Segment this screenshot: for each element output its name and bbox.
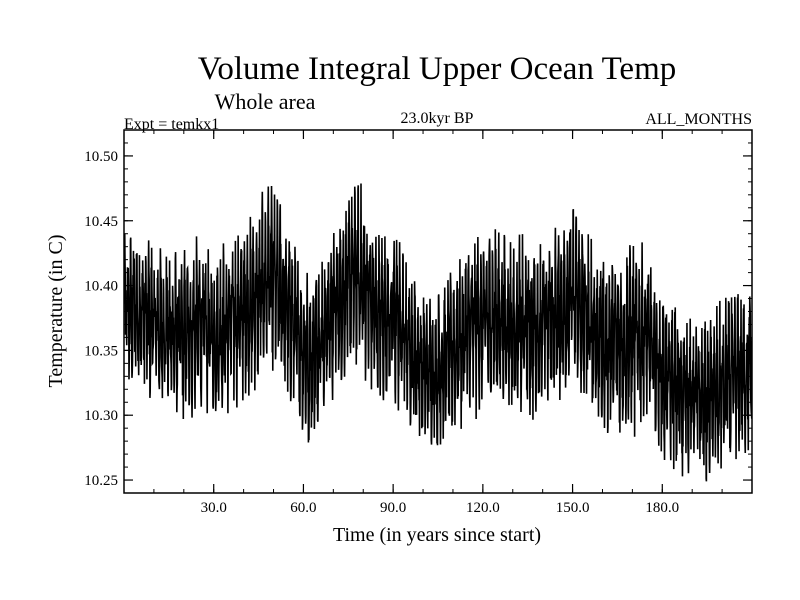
chart-subtitle: Whole area [215,89,316,114]
y-tick-label: 10.35 [84,343,118,359]
months-label: ALL_MONTHS [645,111,752,128]
x-axis: 30.0 60.0 90.0 120.0 150.0 180.0 [153,130,723,516]
y-tick-label: 10.25 [84,473,118,489]
y-axis: 10.25 10.30 10.35 10.40 10.45 10.50 [84,142,752,489]
x-tick-label: 90.0 [380,500,406,516]
y-tick-label: 10.40 [84,279,118,295]
y-tick-label: 10.30 [84,408,118,424]
plot-area [123,129,753,494]
x-tick-label: 60.0 [290,500,316,516]
x-tick-label: 150.0 [556,500,590,516]
x-axis-label: Time (in years since start) [333,524,541,546]
y-tick-label: 10.45 [84,214,118,230]
chart-title: Volume Integral Upper Ocean Temp [198,51,676,87]
y-axis-label: Temperature (in C) [45,235,67,388]
x-tick-label: 120.0 [466,500,500,516]
experiment-label: Expt = temkx1 [124,116,219,133]
x-tick-label: 180.0 [645,500,679,516]
x-tick-label: 30.0 [201,500,227,516]
series-line [124,183,752,482]
y-tick-label: 10.50 [84,149,118,165]
epoch-label: 23.0kyr BP [401,110,474,127]
